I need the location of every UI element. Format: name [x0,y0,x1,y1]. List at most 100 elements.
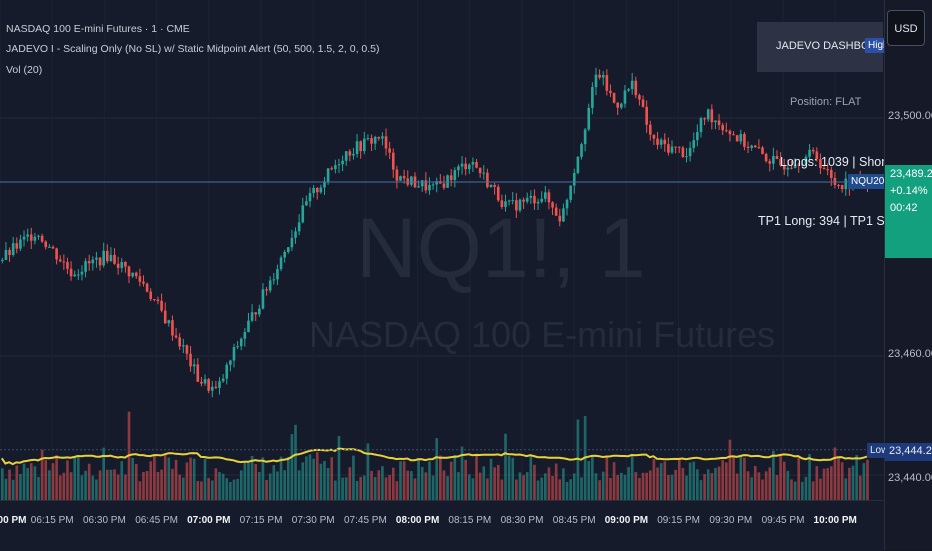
candle-body [507,200,511,202]
volume-bar [428,461,431,500]
candle-body [344,151,348,161]
candle-body [710,109,714,123]
volume-bar [728,439,732,500]
volume-bar [482,466,486,500]
candle-body [790,167,793,169]
candle-body [424,180,428,191]
legend-volume[interactable]: Vol (20) [6,64,43,76]
candle-body [804,156,808,165]
volume-bar [688,462,692,500]
time-tick: 09:15 PM [657,515,700,526]
volume-bar [236,478,239,500]
candle-body [569,185,572,200]
legend-indicator[interactable]: JADEVO I - Scaling Only (No SL) w/ Stati… [6,43,380,55]
time-axis[interactable] [0,500,884,551]
candle-body [685,156,688,158]
volume-bar [258,471,261,500]
volume-bar [381,466,384,500]
volume-bar [11,479,15,500]
candle-body [102,250,105,266]
volume-bar [330,457,334,500]
candle-body [808,149,811,157]
candle-body [601,75,605,78]
volume-bar [851,465,855,500]
candle-body [229,360,232,365]
candle-body [717,120,721,125]
candle-body [319,187,323,193]
volume-bar [866,459,869,500]
candle-body [127,266,131,277]
volume-bar [116,474,120,500]
candle-body [551,202,554,208]
volume-bar [739,456,743,500]
volume-bar [210,480,214,500]
candle-body [605,75,609,91]
candle-body [261,289,265,309]
volume-bar [265,480,268,500]
candle-body [301,205,305,223]
candle-body [547,192,551,203]
volume-bar [98,470,102,500]
volume-bar [69,472,73,500]
candle-body [580,144,583,157]
candle-body [22,236,26,240]
candle-body [594,74,598,88]
candle-body [482,172,486,174]
volume-bar [102,447,105,500]
candle-body [192,364,196,367]
volume-bar [677,457,681,500]
dashboard-panel [757,22,883,72]
volume-bar [616,475,620,500]
candle-body [149,291,153,300]
candle-body [69,268,73,277]
candle-body [638,95,641,100]
candle-body [591,87,594,108]
volume-bar [120,461,124,500]
candle-body [40,235,44,242]
volume-bar [612,462,616,500]
time-tick: 09:00 PM [604,515,649,526]
candle-body [504,201,507,207]
price-axis[interactable] [884,0,932,550]
time-tick: 07:15 PM [239,515,283,526]
candle-body [308,193,312,202]
volume-bar [229,481,232,500]
volume-bar [710,473,714,500]
candle-body [15,243,19,249]
candle-body [525,197,529,202]
volume-bar [837,457,840,500]
candle-body [782,165,786,170]
volume-bar [790,479,793,500]
volume-bar [149,461,153,500]
volume-bar [833,447,837,500]
volume-bar [319,463,323,500]
candle-body [515,200,518,211]
volume-bar [623,474,627,500]
volume-bar [685,475,688,500]
volume-bar [721,459,724,500]
volume-bar [402,461,406,500]
volume-bar [844,478,848,500]
volume-bar [51,463,55,500]
candle-body [286,247,290,252]
candle-body [562,208,565,222]
candle-body [826,169,829,171]
currency-button[interactable]: USD [887,10,925,46]
candle-body [225,364,229,379]
candle-body [829,169,833,178]
candle-body [706,109,710,120]
volume-bar [73,456,77,500]
candle-body [786,167,790,170]
time-tick: 00 PM [0,515,27,526]
volume-bar [489,458,493,500]
volume-bar [522,475,525,500]
candle-body [457,166,460,171]
volume-bar [840,462,844,500]
volume-bar [717,466,721,500]
volume-bar [630,455,634,500]
volume-bar [525,472,529,500]
volume-bar [156,471,160,500]
watermark-name: NASDAQ 100 E-mini Futures [309,314,776,355]
legend-symbol[interactable]: NASDAQ 100 E-mini Futures · 1 · CME [6,23,190,35]
